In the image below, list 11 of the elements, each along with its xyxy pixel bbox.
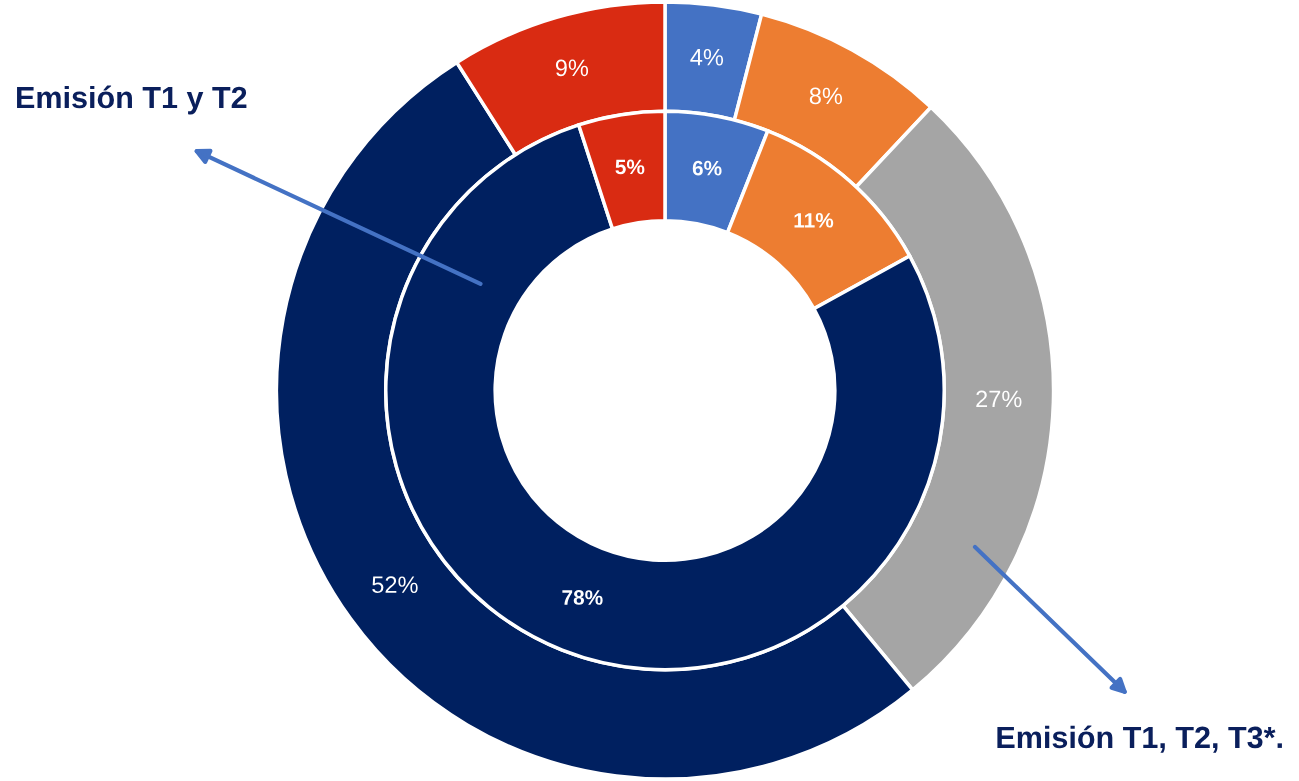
- data-label: 78%: [562, 590, 603, 605]
- text: Emisión T1 y T2: [17, 85, 247, 115]
- data-label: 27%: [976, 390, 1022, 408]
- data-label: 5%: [615, 159, 645, 175]
- text: Emisión T1, T2, T3*.: [997, 725, 1282, 753]
- data-label: 8%: [809, 87, 843, 105]
- data-label: 52%: [372, 576, 418, 594]
- data-label: 4%: [690, 48, 724, 66]
- data-label: 11%: [794, 212, 834, 228]
- data-label: 6%: [692, 160, 722, 176]
- data-label: 9%: [555, 59, 589, 77]
